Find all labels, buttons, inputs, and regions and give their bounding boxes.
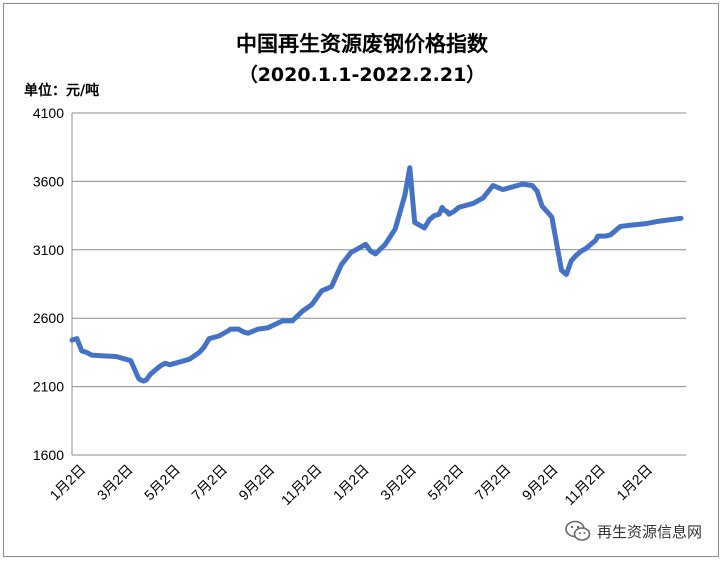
x-tick-label: 9月2日 <box>235 461 277 503</box>
y-tick-label: 3100 <box>33 242 64 258</box>
x-tick-label: 3月2日 <box>377 461 419 503</box>
y-tick-labels: 1600 2100 2600 3100 3600 4100 <box>33 105 64 463</box>
x-tick-label: 1月2日 <box>330 461 372 503</box>
x-tick-labels: 1月2日 3月2日 5月2日 7月2日 9月2日 11月2日 1月2日 3月2日 5月2日 7月2… <box>46 461 655 508</box>
y-tick-label: 2600 <box>33 310 64 326</box>
x-tick-label: 11月2日 <box>561 461 608 508</box>
watermark-text: 再生资源信息网 <box>596 522 702 541</box>
y-axis-unit-label: 单位：元/吨 <box>24 83 100 99</box>
y-tick-label: 4100 <box>33 105 64 121</box>
x-tick-label: 1月2日 <box>613 461 655 503</box>
series-line <box>69 165 684 384</box>
x-tick-label: 1月2日 <box>46 461 88 503</box>
chart-title: 中国再生资源废钢价格指数 <box>236 32 488 56</box>
x-tick-label: 11月2日 <box>278 461 325 508</box>
x-tick-label: 9月2日 <box>519 461 561 503</box>
x-tick-label: 5月2日 <box>424 461 466 503</box>
y-tick-label: 2100 <box>33 379 64 395</box>
x-tick-label: 3月2日 <box>94 461 136 503</box>
x-tick-label: 5月2日 <box>141 461 183 503</box>
chart-frame <box>3 3 719 557</box>
wechat-icon <box>565 520 591 541</box>
x-tick-label: 7月2日 <box>472 461 514 503</box>
chart-subtitle: （2020.1.1-2022.2.21） <box>238 64 486 86</box>
y-tick-label: 3600 <box>33 173 64 189</box>
x-tick-label: 7月2日 <box>188 461 230 503</box>
watermark: 再生资源信息网 <box>565 520 702 542</box>
grid-lines <box>71 112 686 456</box>
y-tick-label: 1600 <box>33 447 64 463</box>
series-group <box>69 165 684 384</box>
